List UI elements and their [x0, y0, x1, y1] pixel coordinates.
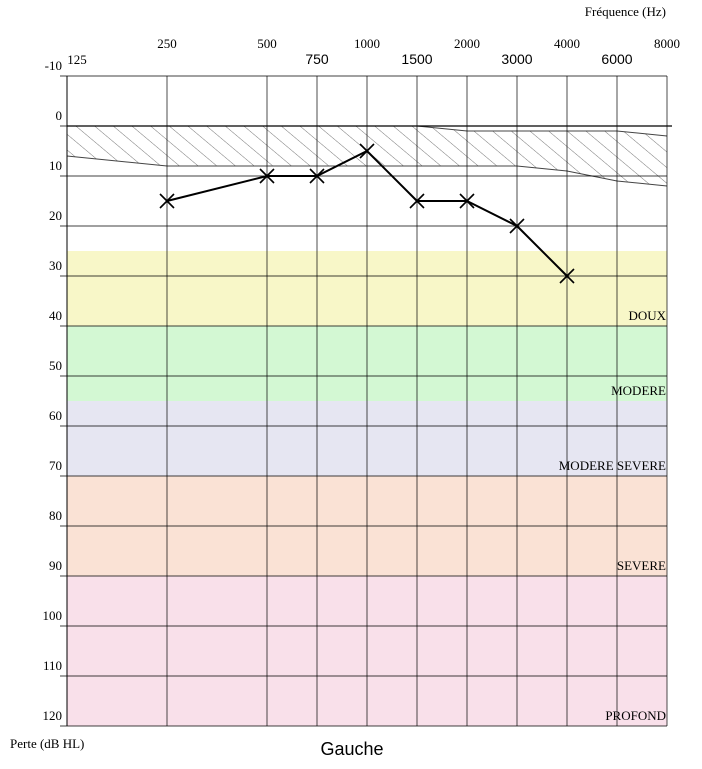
x-tick-label: 6000 [601, 51, 632, 67]
zone-label: DOUX [628, 308, 666, 323]
y-tick-label: 60 [49, 408, 62, 423]
marker [509, 218, 525, 234]
y-tick-label: 70 [49, 458, 62, 473]
zone-label: MODERE SEVERE [559, 458, 666, 473]
y-tick-label: 100 [43, 608, 63, 623]
zone-label: PROFOND [605, 708, 666, 723]
y-tick-label: 20 [49, 208, 62, 223]
series-line [166, 149, 568, 277]
x-tick-label: 750 [305, 51, 329, 67]
y-tick-label: 0 [56, 108, 63, 123]
marker [409, 193, 425, 209]
zone-label: SEVERE [617, 558, 666, 573]
marker [359, 143, 375, 159]
zone-label: MODERE [611, 383, 666, 398]
y-tick-label: 30 [49, 258, 62, 273]
x-tick-label: 500 [257, 36, 277, 51]
chart-title: Gauche [320, 739, 383, 759]
y-tick-label: 90 [49, 558, 62, 573]
y-tick-label: -10 [45, 58, 62, 73]
x-tick-label: 8000 [654, 36, 680, 51]
y-tick-label: 40 [49, 308, 62, 323]
y-axis-label: Perte (dB HL) [10, 736, 84, 751]
y-tick-label: 80 [49, 508, 62, 523]
x-tick-label: 125 [67, 52, 87, 67]
x-tick-label: 4000 [554, 36, 580, 51]
x-tick-label: 1000 [354, 36, 380, 51]
x-tick-label: 1500 [401, 51, 432, 67]
x-tick-label: 2000 [454, 36, 480, 51]
x-axis-label: Fréquence (Hz) [585, 4, 666, 19]
y-tick-label: 10 [49, 158, 62, 173]
marker [559, 268, 575, 284]
marker [159, 193, 175, 209]
marker [309, 168, 325, 184]
marker [459, 193, 475, 209]
x-tick-label: 250 [157, 36, 177, 51]
y-tick-label: 50 [49, 358, 62, 373]
marker [259, 168, 275, 184]
x-tick-label: 3000 [501, 51, 532, 67]
y-tick-label: 110 [43, 658, 62, 673]
y-tick-label: 120 [43, 708, 63, 723]
